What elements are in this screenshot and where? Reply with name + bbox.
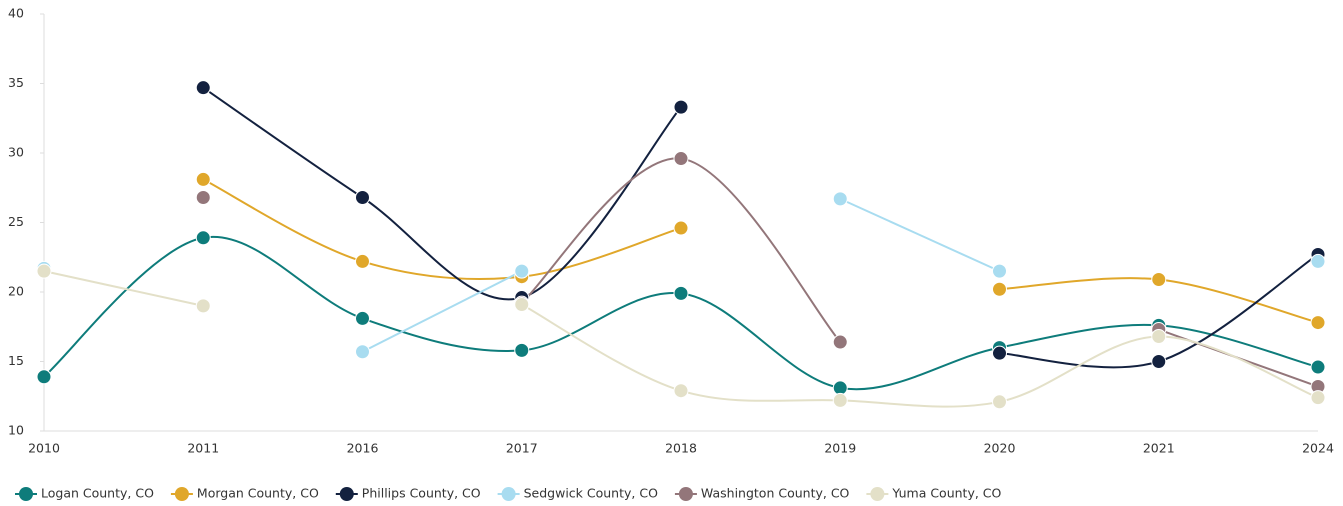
data-point [1310,315,1326,331]
data-point [514,297,530,313]
x-tick-label: 2016 [347,441,379,456]
data-point [832,380,848,396]
data-point [992,345,1007,361]
series-line [362,270,523,353]
data-point [1310,253,1326,269]
data-point [514,342,530,358]
legend-label: Logan County, CO [41,486,154,501]
data-point [195,80,211,96]
series-line [43,270,204,307]
x-tick-label: 2021 [1143,441,1175,456]
y-tick-label: 35 [8,75,24,90]
legend-label: Phillips County, CO [362,486,481,501]
data-point [1310,390,1326,406]
data-point [992,263,1007,279]
series-line [521,157,842,343]
data-point [1151,354,1167,369]
data-point [832,334,848,350]
legend-label: Morgan County, CO [197,486,319,501]
data-point [992,281,1007,297]
data-point [673,285,689,301]
y-tick-label: 30 [8,145,24,160]
series-line [202,86,682,301]
x-tick-label: 2019 [824,441,856,456]
series-line [521,303,1319,408]
data-point [832,191,848,207]
data-point [992,394,1007,410]
y-tick-label: 25 [8,214,24,229]
data-point [195,189,211,205]
data-point [195,171,211,187]
data-point [355,344,370,360]
x-tick-label: 2018 [665,441,697,456]
data-point [673,99,689,115]
x-tick-label: 2024 [1302,441,1334,456]
data-point [1151,271,1167,287]
data-point [355,253,370,269]
data-point [832,392,848,408]
x-tick-label: 2011 [187,441,219,456]
y-tick-label: 20 [8,284,24,299]
data-point [195,230,211,246]
data-point [355,310,370,326]
x-tick-label: 2017 [506,441,538,456]
data-point [36,369,52,385]
series-line [839,197,1000,273]
data-point [673,151,689,167]
x-tick-label: 2020 [984,441,1016,456]
y-tick-label: 10 [8,423,24,438]
x-tick-label: 2010 [28,441,60,456]
data-point [1151,328,1167,344]
data-point [36,263,52,279]
series-line [999,253,1319,369]
data-point [1310,359,1326,375]
legend-label: Sedgwick County, CO [524,486,658,501]
data-point [673,383,689,399]
legend-label: Washington County, CO [701,486,850,501]
data-point [514,263,530,279]
data-point [673,220,689,236]
y-tick-label: 15 [8,353,24,368]
y-tick-label: 40 [8,6,24,21]
data-point [355,189,370,205]
series-line [202,178,682,280]
legend-label: Yuma County, CO [891,486,1001,501]
data-point [195,298,211,314]
